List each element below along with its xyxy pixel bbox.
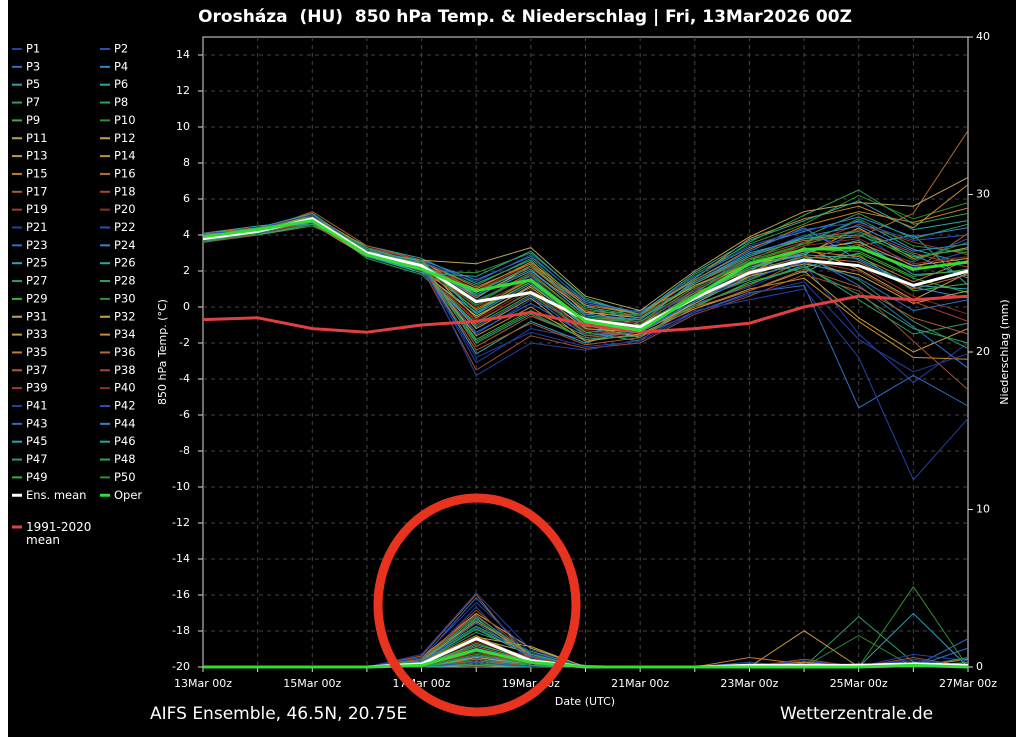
legend-label: P20 [114, 202, 136, 216]
legend-label: P7 [26, 95, 40, 109]
temp-line [202, 219, 969, 332]
y2-tick-label: 0 [976, 660, 983, 673]
y-tick-label: -6 [179, 408, 190, 421]
y-tick-label: 10 [176, 120, 190, 133]
legend-label: P45 [26, 434, 48, 448]
legend-label: P4 [114, 59, 128, 73]
y-tick-label: 0 [183, 300, 190, 313]
legend-label: P1 [26, 42, 40, 56]
legend-label: P12 [114, 131, 136, 145]
y-tick-label: -2 [179, 336, 190, 349]
legend-label: P33 [26, 327, 48, 341]
legend-label: P10 [114, 113, 136, 127]
precip-line [203, 648, 969, 669]
legend-label: P34 [114, 327, 136, 341]
legend-label: P28 [114, 274, 136, 288]
legend-label: P25 [26, 256, 48, 270]
x-axis-label: Date (UTC) [555, 695, 615, 708]
legend-label: Oper [114, 488, 142, 502]
x-tick-label: 27Mar 00z [939, 677, 997, 690]
y-tick-label: 2 [183, 264, 190, 277]
legend-label: P39 [26, 381, 48, 395]
legend-label: P5 [26, 77, 40, 91]
legend-label: P42 [114, 399, 136, 413]
legend-label: P44 [114, 416, 136, 430]
legend-label: P29 [26, 291, 48, 305]
y2-axis-label: Niederschlag (mm) [998, 299, 1011, 404]
legend-label: P3 [26, 59, 40, 73]
legend-label: P14 [114, 149, 136, 163]
x-tick-label: 15Mar 00z [283, 677, 341, 690]
legend-label: P2 [114, 42, 128, 56]
temp-line [202, 200, 969, 315]
y-tick-label: -4 [179, 372, 190, 385]
background [8, 0, 1016, 737]
y-tick-label: -18 [172, 624, 190, 637]
legend-label: P22 [114, 220, 136, 234]
x-tick-label: 23Mar 00z [720, 677, 778, 690]
y-tick-label: -8 [179, 444, 190, 457]
temp-line [202, 223, 969, 319]
temp-line [202, 294, 969, 334]
legend-label: P31 [26, 309, 48, 323]
y-tick-label: 4 [183, 228, 190, 241]
legend-label: P40 [114, 381, 136, 395]
y2-tick-label: 10 [976, 503, 990, 516]
legend-label: P48 [114, 452, 136, 466]
legend-label: P26 [114, 256, 136, 270]
legend-label: P35 [26, 345, 48, 359]
y-tick-label: 8 [183, 156, 190, 169]
legend-label: P50 [114, 470, 136, 484]
legend-label: P36 [114, 345, 136, 359]
y2-tick-label: 30 [976, 188, 990, 201]
y-tick-label: -16 [172, 588, 190, 601]
legend-label: P19 [26, 202, 48, 216]
y2-tick-label: 20 [976, 345, 990, 358]
legend-label: P16 [114, 166, 136, 180]
legend-label: P37 [26, 363, 48, 377]
legend-label: Ens. mean [26, 488, 86, 502]
y-tick-label: 14 [176, 48, 190, 61]
x-tick-label: 13Mar 00z [174, 677, 232, 690]
legend-label: P8 [114, 95, 128, 109]
legend-label: P15 [26, 166, 48, 180]
legend-label: 1991-2020 mean [26, 520, 92, 547]
legend-label: P6 [114, 77, 128, 91]
source: AIFS Ensemble, 46.5N, 20.75E [150, 704, 407, 724]
legend-label: P23 [26, 238, 48, 252]
highlight-circle [373, 493, 581, 717]
legend-label: P46 [114, 434, 136, 448]
legend-label: P17 [26, 184, 48, 198]
legend-label: P47 [26, 452, 48, 466]
legend-label: P13 [26, 149, 48, 163]
legend-label: P38 [114, 363, 136, 377]
y2-tick-label: 40 [976, 30, 990, 43]
x-tick-label: 25Mar 00z [830, 677, 888, 690]
y-tick-label: -10 [172, 480, 190, 493]
legend-label: P21 [26, 220, 48, 234]
legend-label: P11 [26, 131, 48, 145]
y-tick-label: 12 [176, 84, 190, 97]
y-tick-label: 6 [183, 192, 190, 205]
chart-title: Orosháza (HU) 850 hPa Temp. & Niederschl… [198, 7, 852, 27]
legend-label: P18 [114, 184, 136, 198]
credit: Wetterzentrale.de [780, 704, 933, 724]
legend-label: P49 [26, 470, 48, 484]
y-tick-label: -20 [172, 660, 190, 673]
temp-line [202, 214, 969, 333]
legend-label: P9 [26, 113, 40, 127]
legend-label: P27 [26, 274, 48, 288]
y-axis-label: 850 hPa Temp. (°C) [156, 299, 169, 405]
temp-line [202, 218, 969, 322]
legend-label: P24 [114, 238, 136, 252]
y-tick-label: -12 [172, 516, 190, 529]
legend-label: P30 [114, 291, 136, 305]
legend-label: P32 [114, 309, 136, 323]
legend-label: P41 [26, 399, 48, 413]
y-tick-label: -14 [172, 552, 190, 565]
legend-label: P43 [26, 416, 48, 430]
x-tick-label: 21Mar 00z [611, 677, 669, 690]
